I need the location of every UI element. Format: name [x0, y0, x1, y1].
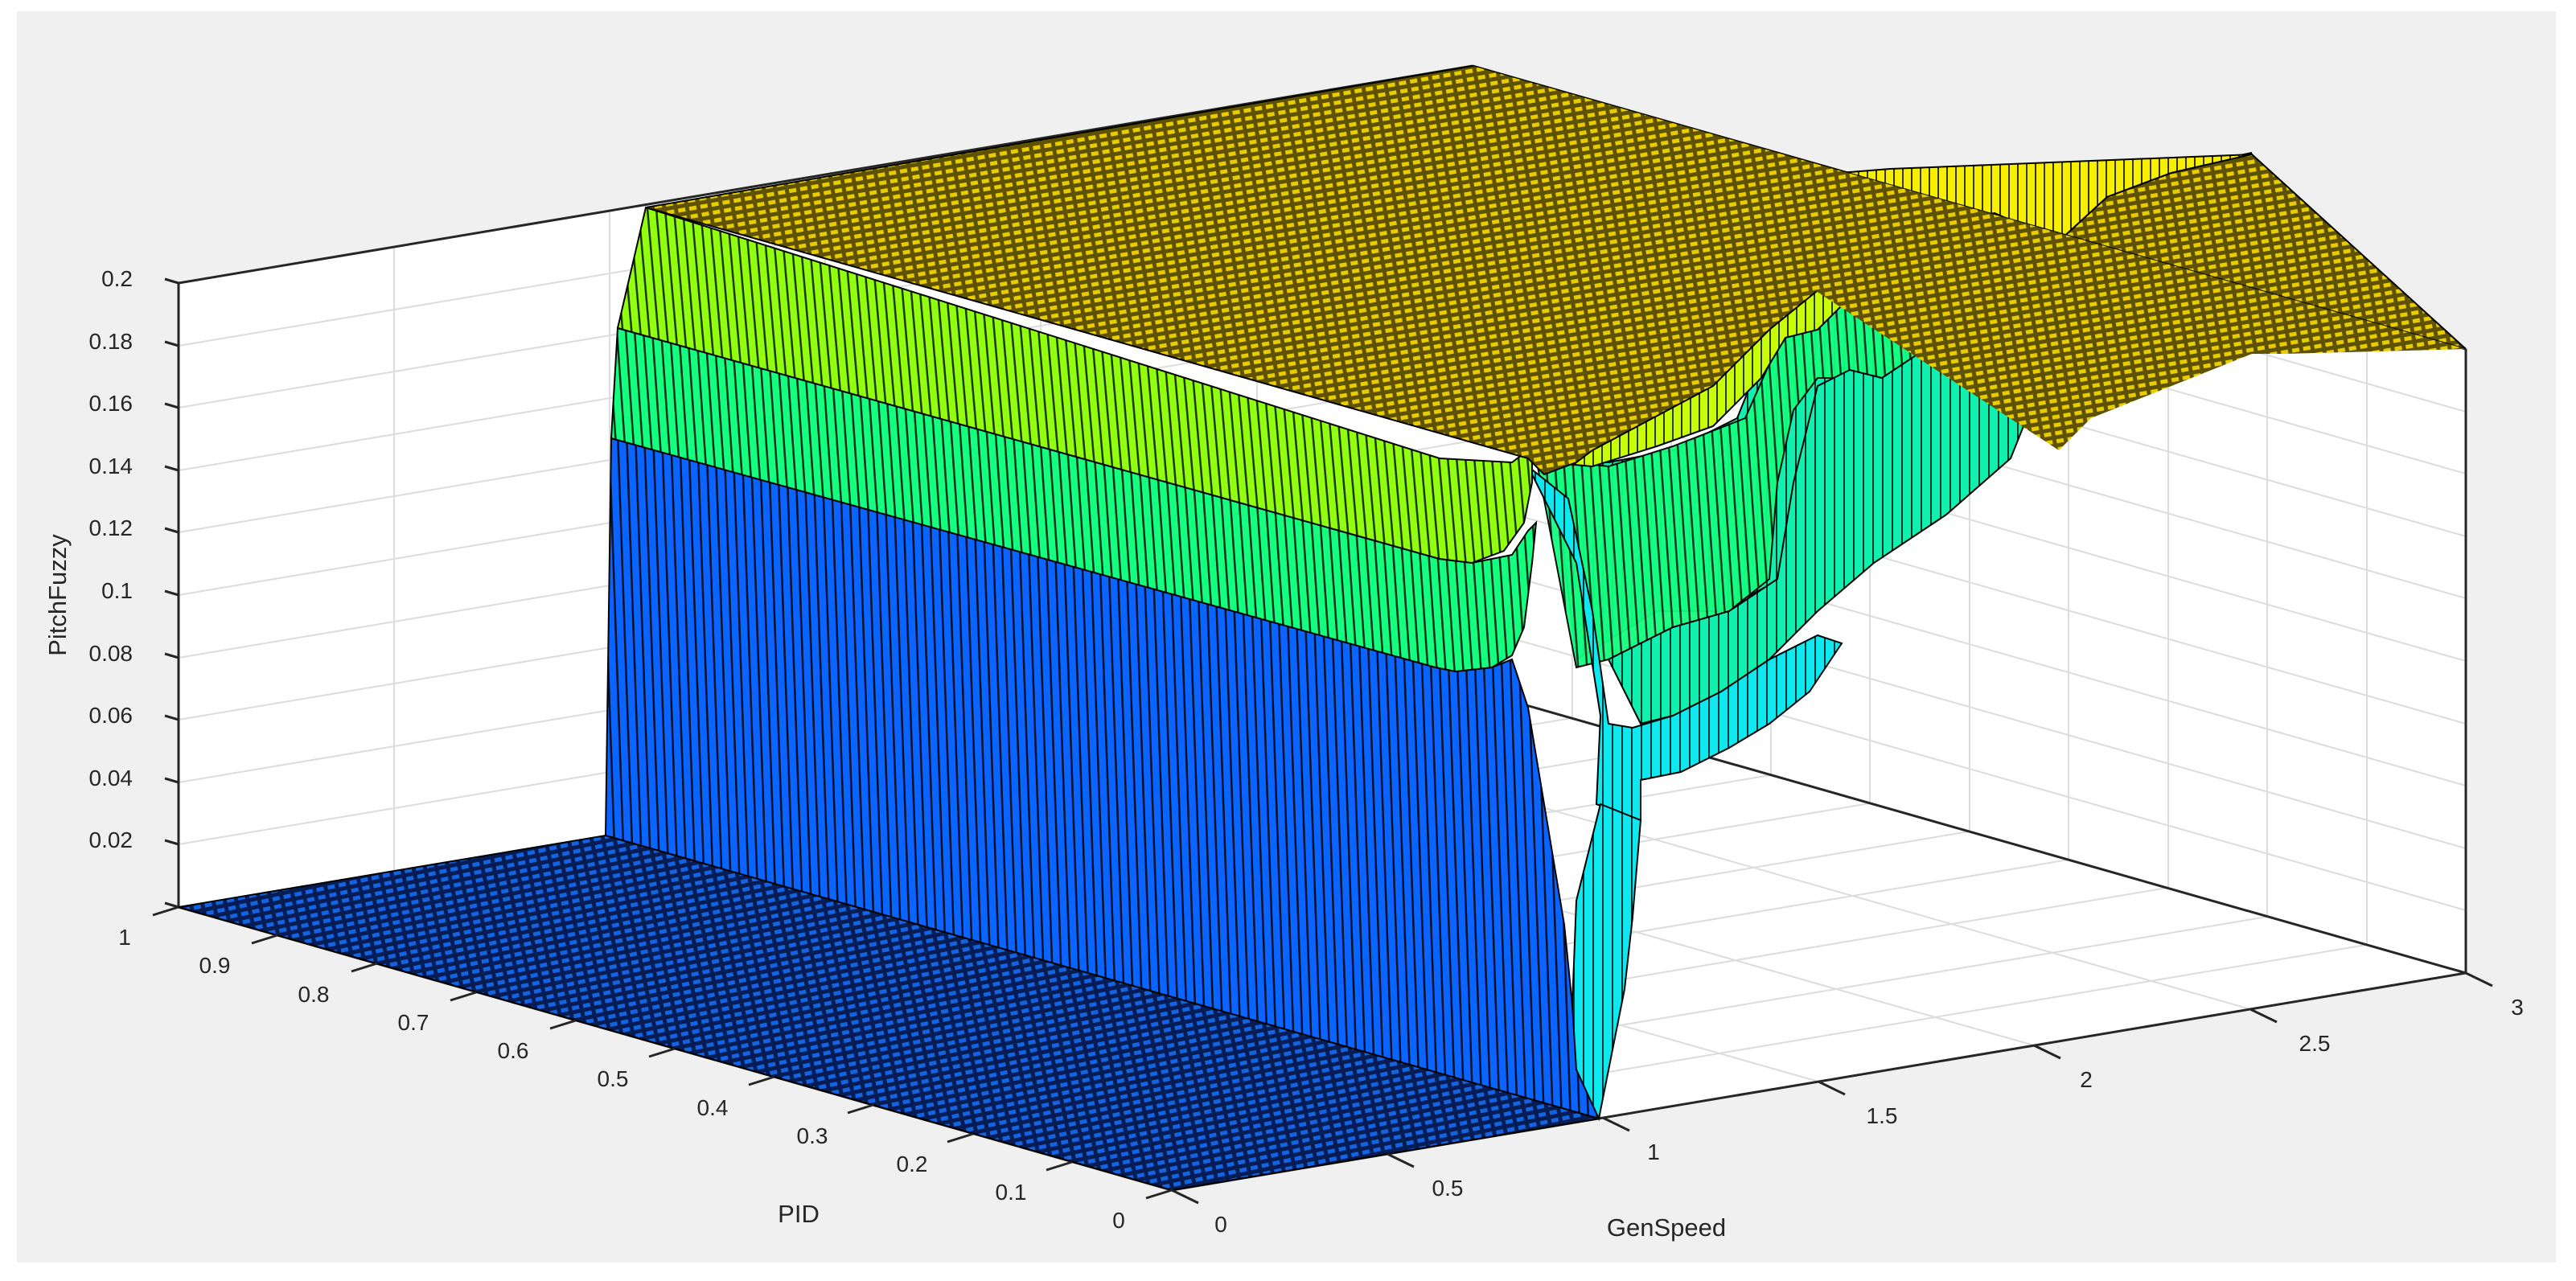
y-tick-0.7: 0.7 — [398, 1010, 429, 1035]
y-tick-0.9: 0.9 — [199, 953, 231, 978]
x-tick-0: 0 — [1214, 1212, 1227, 1237]
z-tick-0.18: 0.18 — [89, 329, 134, 354]
surface[interactable] — [178, 64, 2467, 1192]
y-tick-1: 1 — [118, 925, 131, 950]
y-tick-0.3: 0.3 — [797, 1123, 828, 1148]
x-tick-2: 2 — [2080, 1067, 2093, 1092]
y-tick-0.5: 0.5 — [598, 1066, 629, 1091]
z-tick-0.12: 0.12 — [89, 515, 134, 540]
z-axis: 0.02 0.04 0.06 0.08 0.1 0.12 0.14 0.16 0… — [43, 266, 179, 909]
z-tick-0.14: 0.14 — [89, 454, 134, 478]
x-tick-2.5: 2.5 — [2299, 1031, 2331, 1056]
y-tick-0.1: 0.1 — [996, 1180, 1027, 1205]
x-axis-label: GenSpeed — [1607, 1213, 1726, 1242]
y-axis: 1 0.9 0.8 0.7 0.6 0.5 0.4 0.3 0.2 0.1 0 … — [118, 905, 1173, 1233]
surface-wall-cyan-edge — [1571, 803, 1642, 1122]
y-tick-0.8: 0.8 — [298, 982, 330, 1007]
y-tick-0.4: 0.4 — [697, 1095, 729, 1120]
x-tick-0.5: 0.5 — [1432, 1176, 1464, 1201]
z-tick-0.04: 0.04 — [89, 766, 134, 790]
z-tick-0.08: 0.08 — [89, 641, 134, 666]
x-tick-1.5: 1.5 — [1867, 1103, 1898, 1128]
x-tick-3: 3 — [2511, 995, 2524, 1020]
surface-plateau-right — [1473, 66, 2466, 450]
z-axis-label: PitchFuzzy — [43, 534, 72, 656]
z-tick-0.06: 0.06 — [89, 703, 134, 728]
y-axis-label: PID — [778, 1200, 820, 1228]
z-tick-0.2: 0.2 — [101, 266, 133, 291]
z-tick-0.1: 0.1 — [101, 578, 133, 603]
y-tick-0.2: 0.2 — [897, 1152, 928, 1176]
y-tick-0: 0 — [1112, 1208, 1125, 1233]
x-tick-1: 1 — [1647, 1139, 1660, 1164]
z-tick-0.02: 0.02 — [89, 827, 134, 852]
y-tick-0.6: 0.6 — [498, 1038, 529, 1063]
z-tick-0.16: 0.16 — [89, 391, 134, 416]
x-axis: 0 0.5 1 1.5 2 2.5 3 GenSpeed — [1171, 971, 2524, 1242]
